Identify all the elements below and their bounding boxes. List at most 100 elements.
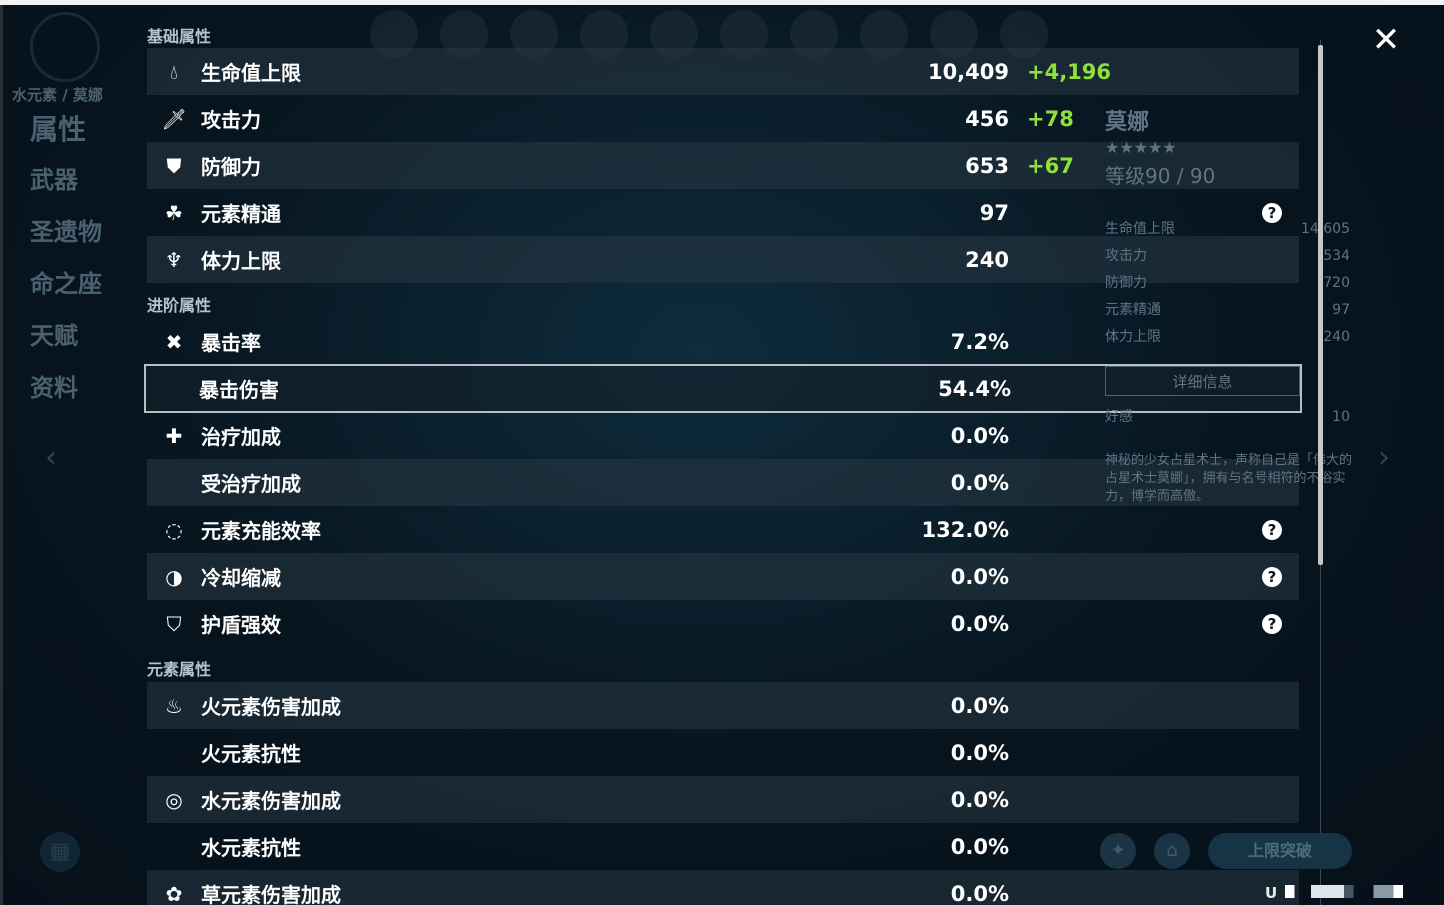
card-icon[interactable]: ✦ (1100, 833, 1136, 869)
stat-row[interactable]: 水元素抗性 0.0% (147, 823, 1299, 870)
stat-row[interactable]: ☘ 元素精通 97? (147, 189, 1299, 236)
stat-row[interactable]: ✖ 暴击率 7.2% (147, 318, 1299, 365)
stat-value: 0.0% (950, 881, 1009, 905)
stat-bonus: +78 (1027, 106, 1074, 131)
side-menu-profile[interactable]: 资料 (30, 374, 78, 402)
stat-label: 防御力 (201, 155, 261, 179)
stat-value: 0.0% (950, 611, 1009, 636)
section-header-elemental: 元素属性 (147, 660, 212, 679)
stat-value: 132.0% (921, 517, 1009, 542)
stat-row[interactable]: 受治疗加成 0.0% (147, 459, 1299, 506)
stat-value: 0.0% (950, 423, 1009, 448)
stat-label: 体力上限 (201, 249, 281, 273)
stat-value: 456 (965, 106, 1009, 131)
stat-label: 水元素抗性 (201, 836, 301, 860)
stat-value: 653 (965, 153, 1009, 178)
stat-label: 治疗加成 (201, 425, 281, 449)
stat-row[interactable]: ♨ 火元素伤害加成 0.0% (147, 682, 1299, 729)
sword-icon: 🗡︎ (161, 106, 187, 131)
section-header-advanced: 进阶属性 (147, 296, 212, 315)
stat-value: 7.2% (950, 329, 1009, 354)
grid-menu-icon[interactable]: ▦ (40, 832, 80, 872)
cooldown-icon: ◑ (165, 564, 183, 589)
stat-row[interactable]: 🗡︎ 攻击力 456 +78 (147, 95, 1299, 142)
side-menu-talents[interactable]: 天赋 (30, 322, 78, 350)
summary-stat-value: 720 (1323, 275, 1350, 291)
window-top-bar (0, 0, 1444, 5)
ascend-button[interactable]: 上限突破 (1208, 833, 1352, 869)
stat-row[interactable]: 暴击伤害 54.4% (144, 364, 1302, 413)
element-title: 水元素 / 莫娜 (12, 86, 103, 104)
close-icon[interactable]: ✕ (1371, 20, 1401, 60)
side-menu-artifacts[interactable]: 圣遗物 (30, 218, 102, 246)
stat-label: 火元素抗性 (201, 742, 301, 766)
summary-stat-value: 240 (1323, 329, 1350, 345)
stat-row[interactable]: ⛉ 护盾强效 0.0%? (147, 600, 1299, 647)
uid-redacted (1285, 885, 1403, 898)
stat-row[interactable]: ♆ 体力上限 240 (147, 236, 1299, 283)
summary-stat-value: 534 (1323, 248, 1350, 264)
stat-bonus: +4,196 (1027, 59, 1112, 84)
stat-value: 0.0% (950, 834, 1009, 859)
stat-row[interactable]: 火元素抗性 0.0% (147, 729, 1299, 776)
stat-row[interactable]: ◌ 元素充能效率 132.0%? (147, 506, 1299, 553)
stat-bonus: +67 (1027, 153, 1074, 178)
stat-label: 攻击力 (201, 108, 261, 132)
elemental-mastery-icon: ☘ (165, 200, 183, 225)
wardrobe-hanger-icon[interactable]: ⌂ (1154, 833, 1190, 869)
stat-value: 97 (979, 200, 1009, 225)
stat-label: 暴击率 (201, 331, 261, 355)
hydro-emblem-icon (30, 12, 100, 82)
side-menu-attributes[interactable]: 属性 (30, 113, 87, 146)
friendship-value: 10 (1332, 409, 1350, 425)
stat-label: 水元素伤害加成 (201, 789, 341, 813)
stat-label: 暴击伤害 (199, 378, 279, 402)
window-left-edge (0, 5, 3, 905)
stat-row[interactable]: ✿ 草元素伤害加成 0.0% (147, 870, 1299, 905)
help-question-icon[interactable]: ? (1262, 566, 1282, 587)
stat-label: 生命值上限 (201, 61, 301, 85)
next-character-arrow-icon[interactable]: › (1378, 440, 1390, 475)
side-menu-weapon[interactable]: 武器 (30, 166, 78, 194)
summary-stat-value: 97 (1332, 302, 1350, 318)
crit-rate-icon: ✖ (165, 329, 183, 354)
pyro-icon: ♨ (165, 693, 183, 718)
help-question-icon[interactable]: ? (1262, 613, 1282, 634)
details-button[interactable]: 详细信息 (1105, 366, 1300, 396)
stat-label: 元素精通 (201, 202, 281, 226)
stat-value: 0.0% (950, 693, 1009, 718)
help-question-icon[interactable]: ? (1262, 519, 1282, 540)
summary-stat-value: 14,605 (1301, 221, 1350, 237)
stat-value: 10,409 (927, 59, 1009, 84)
stat-value: 54.4% (938, 376, 1011, 401)
stat-label: 护盾强效 (201, 613, 281, 637)
hp-drop-icon: 💧︎ (170, 59, 178, 84)
side-menu-constellation[interactable]: 命之座 (30, 270, 102, 298)
prev-character-arrow-icon[interactable]: ‹ (45, 440, 57, 475)
stat-row[interactable]: ◑ 冷却缩减 0.0%? (147, 553, 1299, 600)
dendro-icon: ✿ (165, 881, 183, 905)
section-header-base: 基础属性 (147, 27, 212, 46)
scrollbar-thumb[interactable] (1318, 45, 1323, 565)
stat-value: 240 (965, 247, 1009, 272)
healing-cross-icon: ✚ (165, 423, 183, 448)
stat-value: 0.0% (950, 564, 1009, 589)
stat-row[interactable]: ◎ 水元素伤害加成 0.0% (147, 776, 1299, 823)
shield-icon: ⛊ (166, 153, 182, 178)
hydro-icon: ◎ (165, 787, 183, 812)
stamina-icon: ♆ (165, 247, 183, 272)
stat-value: 0.0% (950, 470, 1009, 495)
help-question-icon[interactable]: ? (1262, 202, 1282, 223)
bottom-actions: ✦ ⌂ 上限突破 (1100, 833, 1352, 869)
stat-value: 0.0% (950, 740, 1009, 765)
energy-recharge-icon: ◌ (165, 517, 183, 542)
stat-row[interactable]: ⛊ 防御力 653 +67 (147, 142, 1299, 189)
stat-label: 受治疗加成 (201, 472, 301, 496)
uid-label: U (1265, 884, 1278, 902)
shield-strength-icon: ⛉ (166, 611, 182, 636)
stat-label: 草元素伤害加成 (201, 883, 341, 905)
stat-row[interactable]: ✚ 治疗加成 0.0% (147, 412, 1299, 459)
stat-row[interactable]: 💧︎ 生命值上限 10,409 +4,196 (147, 48, 1299, 95)
stat-label: 冷却缩减 (201, 566, 281, 590)
